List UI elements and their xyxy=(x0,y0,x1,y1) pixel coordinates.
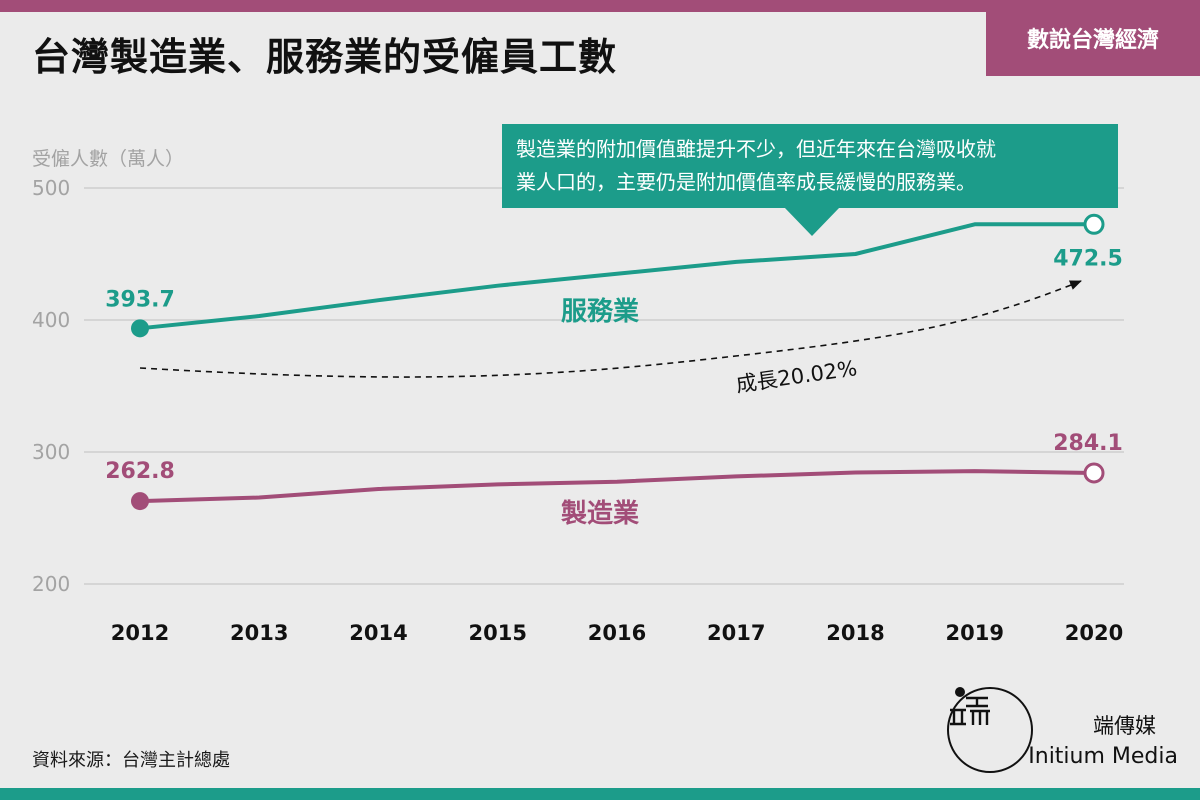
services-line xyxy=(139,222,1094,331)
manufacturing-series-label: 製造業 xyxy=(561,499,639,529)
x-tick-label: 2016 xyxy=(588,621,646,645)
source-note: 資料來源：台灣主計總處 xyxy=(32,750,230,771)
brand-name-en: Initium Media xyxy=(1028,744,1178,769)
x-tick-label: 2019 xyxy=(946,621,1004,645)
x-tick-label: 2015 xyxy=(469,621,527,645)
top-accent-bar xyxy=(0,0,1200,12)
manufacturing-start-label: 262.8 xyxy=(105,459,175,484)
manufacturing-start-marker xyxy=(131,492,149,511)
x-tick-label: 2013 xyxy=(230,621,288,645)
services-series-label: 服務業 xyxy=(561,297,639,327)
manufacturing-line xyxy=(139,469,1095,504)
bottom-accent-bar xyxy=(0,788,1200,800)
manufacturing-end-label: 284.1 xyxy=(1053,431,1123,456)
initium-logo xyxy=(947,687,1033,773)
y-tick-label: 500 xyxy=(32,176,70,200)
page-title: 台灣製造業、服務業的受僱員工數 xyxy=(32,35,618,79)
services-end-marker xyxy=(1083,213,1105,235)
manufacturing-end-marker xyxy=(1083,462,1105,484)
callout-box: 製造業的附加價值雖提升不少，但近年來在台灣吸收就 業人口的，主要仍是附加價值率成… xyxy=(502,124,1118,208)
x-tick-label: 2020 xyxy=(1065,621,1123,645)
callout-pointer xyxy=(784,207,840,236)
callout-line-1: 製造業的附加價值雖提升不少，但近年來在台灣吸收就 xyxy=(516,137,996,161)
x-tick-label: 2018 xyxy=(826,621,884,645)
x-tick-label: 2014 xyxy=(349,621,407,645)
y-tick-label: 400 xyxy=(32,308,70,332)
y-tick-label: 300 xyxy=(32,440,70,464)
series-badge: 數說台灣經濟 xyxy=(986,0,1200,76)
y-tick-label: 200 xyxy=(32,572,70,596)
services-start-label: 393.7 xyxy=(105,287,175,312)
brand-name-cn: 端傳媒 xyxy=(1093,714,1156,738)
services-start-marker xyxy=(131,319,149,338)
x-tick-label: 2017 xyxy=(707,621,765,645)
growth-arrow xyxy=(139,280,1082,378)
services-end-label: 472.5 xyxy=(1053,246,1123,271)
growth-label: 成長20.02% xyxy=(734,356,858,397)
callout-line-2: 業人口的，主要仍是附加價值率成長緩慢的服務業。 xyxy=(516,170,976,194)
y-axis-title: 受僱人數（萬人） xyxy=(32,148,184,170)
x-tick-label: 2012 xyxy=(111,621,169,645)
